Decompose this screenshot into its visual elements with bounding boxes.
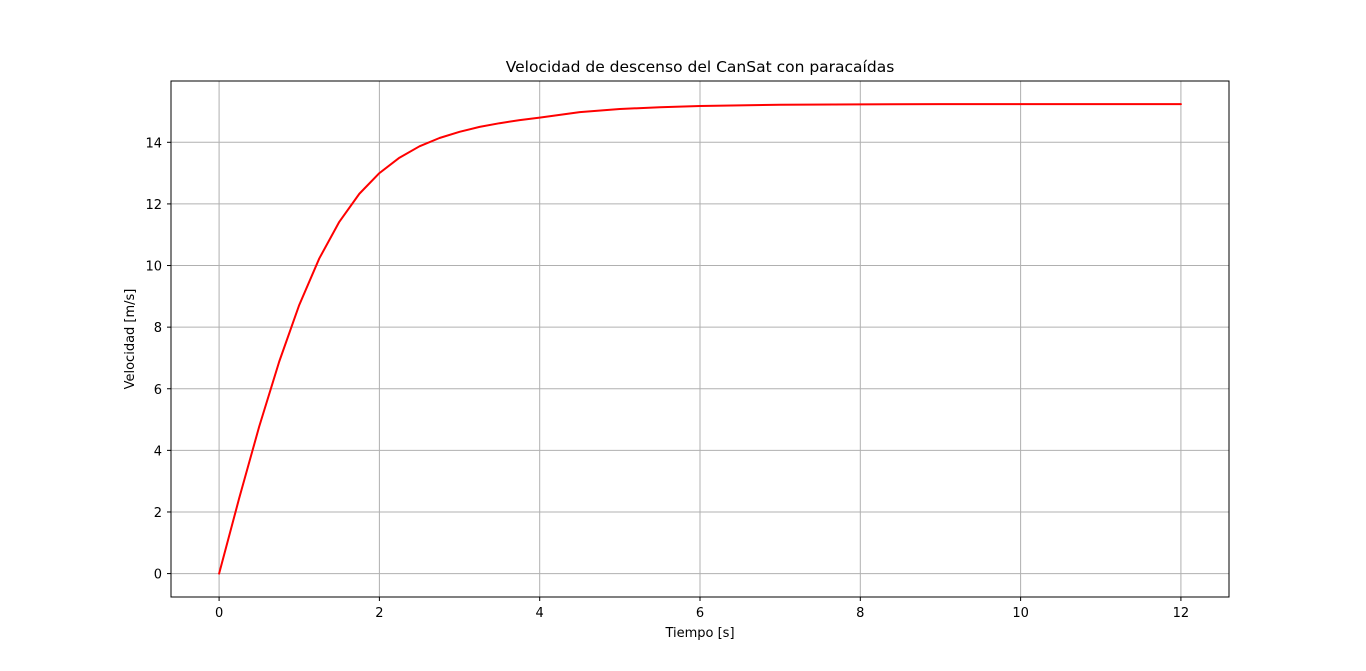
y-tick-label: 12 (145, 198, 162, 213)
y-tick-label: 10 (145, 260, 162, 275)
x-tick-label: 10 (1012, 606, 1029, 621)
series-line (218, 103, 1182, 575)
x-tick-label: 8 (856, 606, 864, 621)
x-tick-label: 12 (1173, 606, 1190, 621)
y-axis-label: Velocidad [m/s] (123, 289, 138, 390)
y-tick-label: 2 (154, 506, 162, 521)
x-axis-label: Tiempo [s] (664, 626, 734, 641)
y-tick-label: 8 (154, 321, 162, 336)
chart-title: Velocidad de descenso del CanSat con par… (506, 58, 895, 76)
y-tick-label: 0 (154, 568, 162, 583)
x-tick-label: 6 (696, 606, 704, 621)
x-tick-label: 2 (375, 606, 383, 621)
y-tick-label: 6 (154, 383, 162, 398)
x-tick-label: 4 (536, 606, 544, 621)
y-tick-label: 4 (154, 444, 162, 459)
ticks: 0 2 4 6 8 10 12 0 2 4 6 8 10 12 14 (145, 136, 1189, 621)
series-layer (218, 103, 1182, 575)
grid (171, 81, 1229, 597)
x-tick-label: 0 (215, 606, 223, 621)
y-tick-label: 14 (145, 136, 162, 151)
